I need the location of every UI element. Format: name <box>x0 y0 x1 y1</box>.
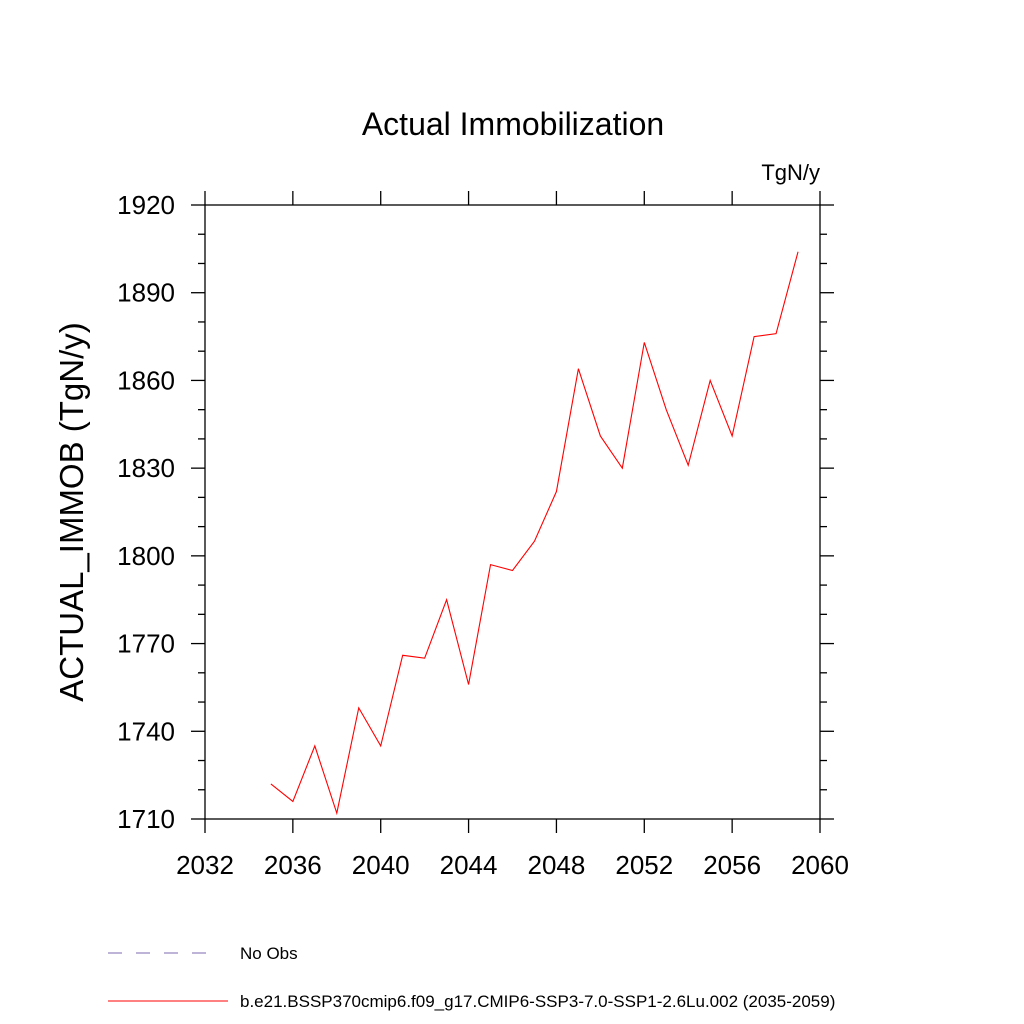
legend: No Obs b.e21.BSSP370cmip6.f09_g17.CMIP6-… <box>108 944 835 1011</box>
units-label: TgN/y <box>761 160 820 185</box>
x-tick-label-2032: 2032 <box>176 850 234 880</box>
x-tick-label-2052: 2052 <box>615 850 673 880</box>
y-tick-label-1710: 1710 <box>117 804 175 834</box>
y-axis: 1710 1740 1770 1800 1830 1860 1890 1920 <box>117 190 834 834</box>
y-tick-label-1920: 1920 <box>117 190 175 220</box>
legend-label-series: b.e21.BSSP370cmip6.f09_g17.CMIP6-SSP3-7.… <box>240 992 835 1011</box>
y-tick-label-1890: 1890 <box>117 278 175 308</box>
chart-title: Actual Immobilization <box>362 106 664 142</box>
series-layer <box>270 251 799 816</box>
x-axis: 2032 2036 2040 2044 2048 2052 2056 2060 <box>176 191 849 880</box>
y-tick-label-1770: 1770 <box>117 629 175 659</box>
x-tick-label-2044: 2044 <box>440 850 498 880</box>
x-tick-label-2056: 2056 <box>703 850 761 880</box>
x-tick-label-2048: 2048 <box>528 850 586 880</box>
x-tick-label-2040: 2040 <box>352 850 410 880</box>
x-tick-label-2036: 2036 <box>264 850 322 880</box>
y-tick-label-1800: 1800 <box>117 541 175 571</box>
x-tick-label-2060: 2060 <box>791 850 849 880</box>
plot-frame <box>204 204 821 820</box>
y-tick-label-1860: 1860 <box>117 365 175 395</box>
y-axis-label: ACTUAL_IMMOB (TgN/y) <box>53 322 90 702</box>
legend-label-no-obs: No Obs <box>240 944 298 963</box>
series-line-0 <box>270 251 799 816</box>
y-tick-label-1830: 1830 <box>117 453 175 483</box>
y-tick-label-1740: 1740 <box>117 716 175 746</box>
